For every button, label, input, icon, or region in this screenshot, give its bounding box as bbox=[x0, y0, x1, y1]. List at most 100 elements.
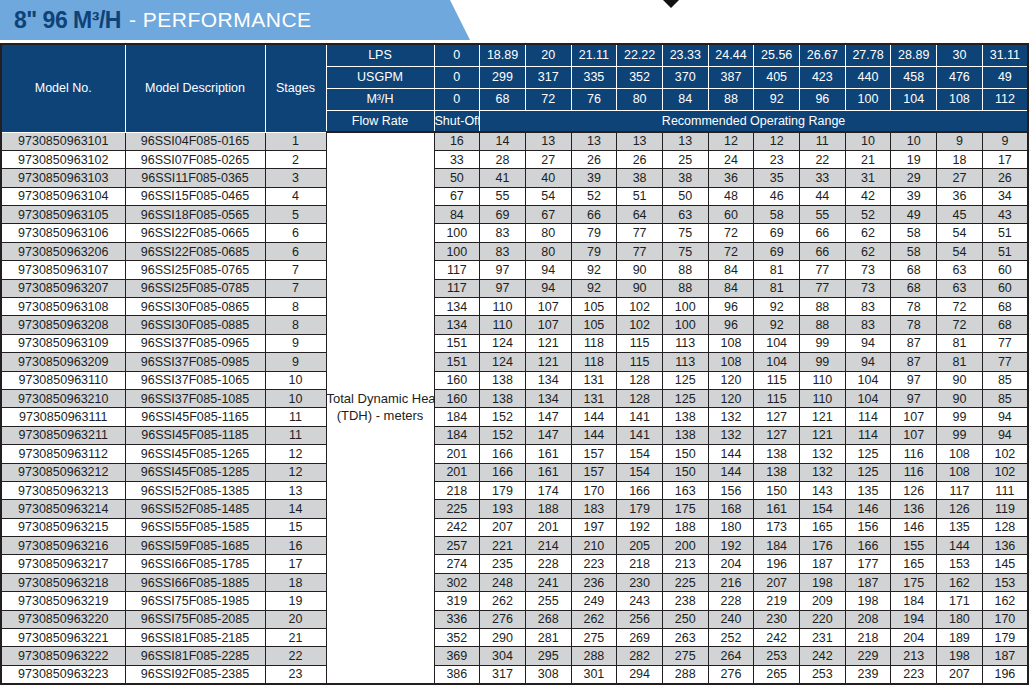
value-cell: 72 bbox=[708, 224, 754, 242]
model-description-cell: 96SSI45F085-1285 bbox=[125, 463, 265, 481]
value-cell: 43 bbox=[982, 206, 1028, 224]
table-row: 973085096320696SSI22F085-068561008380797… bbox=[1, 242, 1028, 260]
value-cell: 114 bbox=[845, 408, 891, 426]
unit-value-cell: 24.44 bbox=[708, 44, 754, 66]
model-no-cell: 9730850963209 bbox=[1, 353, 125, 371]
value-cell: 13 bbox=[617, 132, 663, 150]
value-cell: 9 bbox=[982, 132, 1028, 150]
value-cell: 204 bbox=[891, 629, 937, 647]
lps-label-cell: LPS bbox=[326, 44, 434, 66]
value-cell: 90 bbox=[617, 261, 663, 279]
value-cell: 121 bbox=[525, 334, 571, 352]
value-cell: 239 bbox=[845, 665, 891, 683]
value-cell: 161 bbox=[525, 463, 571, 481]
model-no-cell: 9730850963215 bbox=[1, 518, 125, 536]
value-cell: 131 bbox=[571, 389, 617, 407]
value-cell: 46 bbox=[754, 187, 800, 205]
value-cell: 42 bbox=[845, 187, 891, 205]
value-cell: 165 bbox=[891, 555, 937, 573]
value-cell: 10 bbox=[891, 132, 937, 150]
flow-rate-label-cell: Flow Rate bbox=[326, 110, 434, 132]
table-row: 973085096322396SSI92F085-238523386317308… bbox=[1, 665, 1028, 683]
value-cell: 69 bbox=[754, 224, 800, 242]
value-cell: 151 bbox=[434, 334, 480, 352]
value-cell: 33 bbox=[434, 150, 480, 168]
value-cell: 99 bbox=[937, 426, 983, 444]
table-row: 973085096321496SSI52F085-148514225193188… bbox=[1, 500, 1028, 518]
value-cell: 121 bbox=[800, 426, 846, 444]
value-cell: 117 bbox=[434, 279, 480, 297]
value-cell: 118 bbox=[571, 353, 617, 371]
value-cell: 79 bbox=[571, 224, 617, 242]
stages-cell: 5 bbox=[265, 206, 326, 224]
value-cell: 97 bbox=[891, 389, 937, 407]
value-cell: 262 bbox=[571, 610, 617, 628]
unit-value-cell: 317 bbox=[525, 66, 571, 88]
value-cell: 302 bbox=[434, 573, 480, 591]
table-row: 973085096311096SSI37F085-106510160138134… bbox=[1, 371, 1028, 389]
stages-cell: 9 bbox=[265, 353, 326, 371]
value-cell: 236 bbox=[571, 573, 617, 591]
model-no-cell: 9730850963105 bbox=[1, 206, 125, 224]
value-cell: 161 bbox=[525, 445, 571, 463]
value-cell: 242 bbox=[800, 647, 846, 665]
value-cell: 180 bbox=[708, 518, 754, 536]
value-cell: 196 bbox=[982, 665, 1028, 683]
value-cell: 281 bbox=[525, 629, 571, 647]
model-no-cell: 9730850963109 bbox=[1, 334, 125, 352]
value-cell: 213 bbox=[891, 647, 937, 665]
model-description-cell: 96SSI04F085-0165 bbox=[125, 132, 265, 150]
value-cell: 150 bbox=[754, 481, 800, 499]
value-cell: 184 bbox=[434, 408, 480, 426]
value-cell: 146 bbox=[845, 500, 891, 518]
value-cell: 138 bbox=[754, 463, 800, 481]
value-cell: 127 bbox=[754, 408, 800, 426]
value-cell: 26 bbox=[982, 169, 1028, 187]
value-cell: 120 bbox=[708, 371, 754, 389]
value-cell: 41 bbox=[480, 169, 526, 187]
unit-value-cell: 18.89 bbox=[480, 44, 526, 66]
value-cell: 228 bbox=[708, 592, 754, 610]
value-cell: 143 bbox=[800, 481, 846, 499]
value-cell: 223 bbox=[891, 665, 937, 683]
value-cell: 152 bbox=[480, 408, 526, 426]
value-cell: 87 bbox=[891, 334, 937, 352]
down-arrow-icon bbox=[663, 0, 679, 8]
model-no-cell: 9730850963212 bbox=[1, 463, 125, 481]
value-cell: 132 bbox=[800, 463, 846, 481]
value-cell: 288 bbox=[662, 665, 708, 683]
value-cell: 21 bbox=[845, 150, 891, 168]
datasheet-page: { "banner": { "title_model": "8\" 96 M³/… bbox=[0, 0, 1029, 686]
value-cell: 308 bbox=[525, 665, 571, 683]
value-cell: 238 bbox=[662, 592, 708, 610]
value-cell: 160 bbox=[434, 371, 480, 389]
value-cell: 27 bbox=[525, 150, 571, 168]
value-cell: 288 bbox=[571, 647, 617, 665]
value-cell: 274 bbox=[434, 555, 480, 573]
table-row: 973085096310796SSI25F085-076571179794929… bbox=[1, 261, 1028, 279]
value-cell: 188 bbox=[662, 518, 708, 536]
value-cell: 83 bbox=[480, 242, 526, 260]
stages-cell: 22 bbox=[265, 647, 326, 665]
value-cell: 125 bbox=[662, 371, 708, 389]
stages-cell: 10 bbox=[265, 389, 326, 407]
table-row: 973085096310596SSI18F085-056558469676664… bbox=[1, 206, 1028, 224]
value-cell: 290 bbox=[480, 629, 526, 647]
model-description-cell: 96SSI25F085-0765 bbox=[125, 261, 265, 279]
value-cell: 108 bbox=[937, 463, 983, 481]
value-cell: 77 bbox=[617, 242, 663, 260]
value-cell: 67 bbox=[525, 206, 571, 224]
value-cell: 62 bbox=[845, 224, 891, 242]
value-cell: 107 bbox=[891, 426, 937, 444]
unit-value-cell: 84 bbox=[662, 88, 708, 110]
value-cell: 66 bbox=[800, 242, 846, 260]
model-description-cell: 96SSI22F085-0685 bbox=[125, 242, 265, 260]
table-row: 973085096322096SSI75F085-208520336276268… bbox=[1, 610, 1028, 628]
table-row: 973085096310896SSI30F085-086581341101071… bbox=[1, 298, 1028, 316]
value-cell: 128 bbox=[617, 389, 663, 407]
stages-cell: 13 bbox=[265, 481, 326, 499]
value-cell: 138 bbox=[480, 371, 526, 389]
value-cell: 40 bbox=[525, 169, 571, 187]
unit-value-cell: 299 bbox=[480, 66, 526, 88]
value-cell: 34 bbox=[982, 187, 1028, 205]
